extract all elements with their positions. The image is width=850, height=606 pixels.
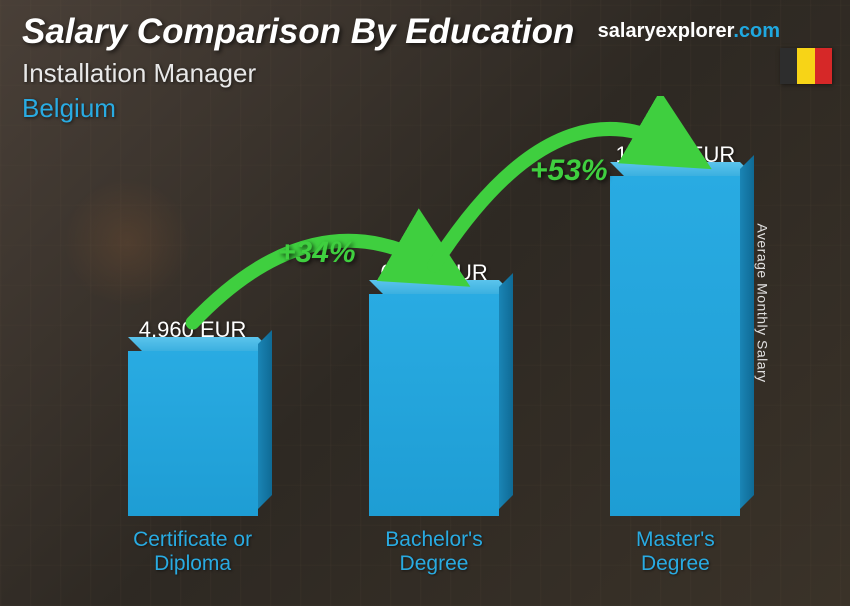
bar-front-face: [369, 294, 499, 516]
bar-front-face: [610, 176, 740, 516]
bar-side-face: [258, 330, 272, 509]
increment-pct-label: +53%: [530, 154, 608, 188]
subtitle: Installation Manager: [22, 58, 828, 89]
bar-side-face: [499, 273, 513, 509]
flag-stripe-3: [815, 48, 832, 84]
bar-category-label: Master's Degree: [585, 528, 765, 576]
bar-group: 4,960 EURCertificate or Diploma: [103, 317, 283, 576]
brand-name: salaryexplorer: [598, 20, 734, 42]
bar-group: 10,200 EURMaster's Degree: [585, 142, 765, 576]
bar-top-face: [128, 337, 272, 351]
flag-stripe-1: [780, 48, 797, 84]
brand-suffix: .com: [733, 20, 780, 42]
brand-logo: salaryexplorer.com: [598, 20, 780, 43]
bar-3d: [369, 294, 499, 516]
bar-category-label: Bachelor's Degree: [344, 528, 524, 576]
bar-category-label: Certificate or Diploma: [103, 528, 283, 576]
content-root: Salary Comparison By Education Installat…: [0, 0, 850, 606]
increment-pct-label: +34%: [278, 236, 356, 270]
bar-3d: [610, 176, 740, 516]
bar-3d: [128, 351, 258, 516]
flag-stripe-2: [797, 48, 814, 84]
bar-top-face: [369, 280, 513, 294]
bar-side-face: [740, 155, 754, 509]
bar-front-face: [128, 351, 258, 516]
bar-group: 6,670 EURBachelor's Degree: [344, 260, 524, 576]
bar-chart: 4,960 EURCertificate or Diploma 6,670 EUR…: [60, 96, 770, 576]
country-flag-icon: [780, 48, 832, 84]
bar-top-face: [610, 162, 754, 176]
